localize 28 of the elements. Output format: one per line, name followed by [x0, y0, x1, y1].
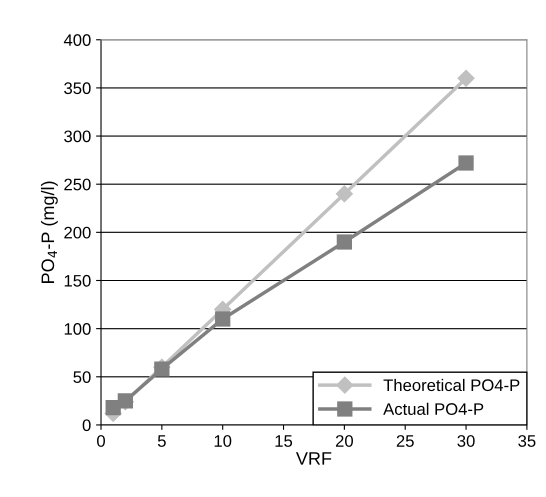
x-tick-label: 35 — [518, 435, 536, 447]
point — [336, 185, 353, 202]
x-axis-title: VRF — [296, 452, 332, 465]
x-tick-label: 15 — [276, 435, 292, 447]
y-tick-label: 50 — [73, 371, 91, 383]
point — [118, 393, 133, 408]
y-tick-label: 400 — [64, 34, 91, 46]
legend-label: Theoretical PO4-P — [384, 378, 520, 392]
x-tick-label: 0 — [97, 435, 105, 447]
y-tick-label: 200 — [64, 226, 91, 239]
y-tick-label: 0 — [82, 419, 91, 432]
y-tick-label: 350 — [64, 82, 91, 94]
point — [336, 234, 352, 250]
x-tick-label: 20 — [336, 435, 353, 447]
point — [154, 361, 170, 377]
y-tick-label: 150 — [64, 274, 91, 287]
point — [458, 70, 475, 87]
y-tick-label: 100 — [64, 323, 91, 335]
y-axis-title: PO$_{4}$-P (mg/l) — [40, 182, 58, 283]
point — [215, 311, 230, 327]
x-tick-label: 5 — [158, 435, 166, 447]
y-tick-label: 250 — [64, 178, 91, 190]
legend-label: Actual PO4-P — [383, 402, 484, 415]
x-tick-label: 10 — [214, 435, 232, 447]
point — [458, 155, 474, 171]
x-tick-label: 25 — [396, 435, 414, 447]
x-tick-label: 30 — [457, 435, 475, 447]
y-tick-label: 300 — [64, 130, 91, 142]
